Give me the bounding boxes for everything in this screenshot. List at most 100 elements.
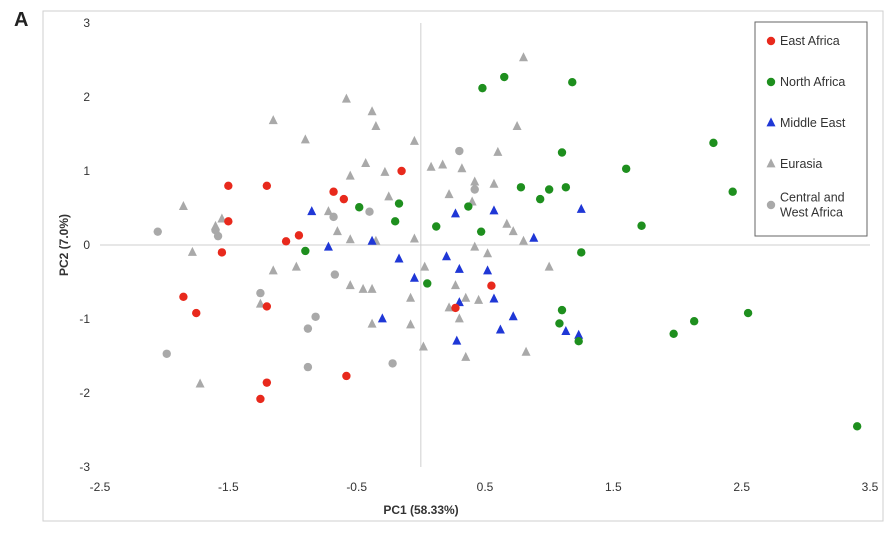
point-eurasia — [438, 159, 448, 169]
point-middle-east — [450, 208, 460, 218]
point-eurasia — [367, 318, 377, 328]
series-north-africa — [301, 72, 862, 431]
point-central-and-west-africa — [303, 324, 313, 333]
point-east-africa — [281, 237, 291, 246]
point-eurasia — [519, 52, 528, 62]
y-tick-label: 3 — [83, 16, 90, 30]
panel-label: A — [14, 9, 28, 31]
point-north-africa — [669, 329, 678, 338]
x-tick-label: 0.5 — [477, 480, 494, 494]
point-eurasia — [409, 233, 419, 243]
point-central-and-west-africa — [153, 227, 162, 236]
point-east-africa — [262, 302, 272, 311]
point-east-africa — [217, 248, 227, 257]
point-north-africa — [561, 183, 571, 192]
point-north-africa — [555, 319, 564, 328]
point-middle-east — [409, 272, 419, 282]
point-middle-east — [377, 313, 387, 323]
legend-box — [754, 21, 868, 237]
point-middle-east — [323, 241, 333, 251]
point-middle-east — [394, 253, 404, 263]
zero-lines — [100, 23, 870, 467]
point-middle-east — [561, 326, 571, 335]
point-north-africa — [709, 138, 718, 148]
point-central-and-west-africa — [256, 288, 265, 298]
point-middle-east — [452, 335, 462, 345]
point-central-and-west-africa — [470, 185, 479, 194]
data-points — [153, 52, 862, 431]
point-east-africa — [487, 281, 496, 290]
point-eurasia — [255, 298, 265, 308]
point-eurasia — [268, 115, 278, 125]
point-eurasia — [217, 213, 227, 223]
legend-item-north-africa: North Africa — [766, 75, 845, 89]
point-middle-east — [483, 265, 493, 275]
point-north-africa — [423, 279, 432, 288]
point-eurasia — [341, 93, 351, 103]
point-east-africa — [397, 166, 406, 176]
point-eurasia — [444, 189, 454, 199]
point-north-africa — [535, 194, 545, 204]
point-central-and-west-africa — [329, 212, 338, 222]
point-east-africa — [294, 231, 304, 240]
point-middle-east — [454, 297, 464, 307]
point-north-africa — [544, 185, 554, 194]
point-north-africa — [516, 183, 526, 192]
legend: East Africa North Africa Middle East Eurasi… — [754, 21, 868, 237]
legend-marker-east-africa — [766, 36, 776, 46]
point-eurasia — [187, 246, 197, 256]
point-middle-east — [574, 329, 584, 339]
y-tick-label: 0 — [83, 238, 90, 252]
point-eurasia — [345, 280, 355, 290]
y-tick-label: 1 — [83, 164, 90, 178]
point-north-africa — [852, 422, 862, 431]
point-eurasia — [461, 351, 471, 361]
point-eurasia — [291, 261, 301, 271]
point-eurasia — [454, 313, 464, 323]
x-axis-title: PC1 (58.33%) — [383, 503, 458, 517]
point-east-africa — [262, 378, 272, 387]
point-north-africa — [621, 164, 631, 173]
point-eurasia — [508, 226, 518, 236]
point-middle-east — [576, 203, 586, 213]
legend-item-east-africa: East Africa — [766, 34, 840, 48]
point-eurasia — [461, 292, 471, 302]
point-east-africa — [224, 181, 233, 190]
point-eurasia — [332, 226, 342, 236]
x-tick-label: -1.5 — [218, 480, 239, 494]
point-eurasia — [345, 170, 355, 180]
point-eurasia — [361, 158, 371, 168]
plot-frame — [42, 10, 884, 522]
y-tick-label: 2 — [83, 90, 90, 104]
point-east-africa — [262, 181, 272, 190]
point-east-africa — [224, 217, 233, 226]
legend-label-eurasia: Eurasia — [780, 157, 822, 171]
point-middle-east — [307, 206, 317, 216]
point-eurasia — [268, 265, 278, 275]
point-eurasia — [470, 176, 480, 186]
legend-marker-central-and-west-africa — [766, 200, 776, 210]
x-tick-label: 1.5 — [605, 480, 622, 494]
point-middle-east — [508, 311, 518, 321]
legend-label-east-africa: East Africa — [780, 34, 840, 48]
point-east-africa — [339, 194, 349, 204]
point-north-africa — [355, 203, 364, 212]
series-middle-east — [307, 203, 586, 345]
point-eurasia — [521, 346, 531, 356]
y-tick-label: -3 — [79, 460, 90, 474]
point-north-africa — [500, 72, 509, 82]
point-north-africa — [557, 148, 567, 157]
legend-label-north-africa: North Africa — [780, 75, 845, 89]
point-eurasia — [420, 261, 430, 271]
point-eurasia — [470, 241, 480, 251]
x-tick-labels: -2.5 -1.5 -0.5 0.5 1.5 2.5 3.5 — [90, 480, 879, 494]
point-middle-east — [495, 324, 505, 334]
point-eurasia — [519, 235, 528, 245]
point-eurasia — [426, 161, 436, 171]
x-tick-label: -0.5 — [346, 480, 367, 494]
point-east-africa — [329, 187, 338, 196]
point-eurasia — [367, 283, 377, 293]
point-central-and-west-africa — [365, 207, 374, 216]
point-eurasia — [345, 234, 355, 244]
point-eurasia — [323, 206, 333, 216]
